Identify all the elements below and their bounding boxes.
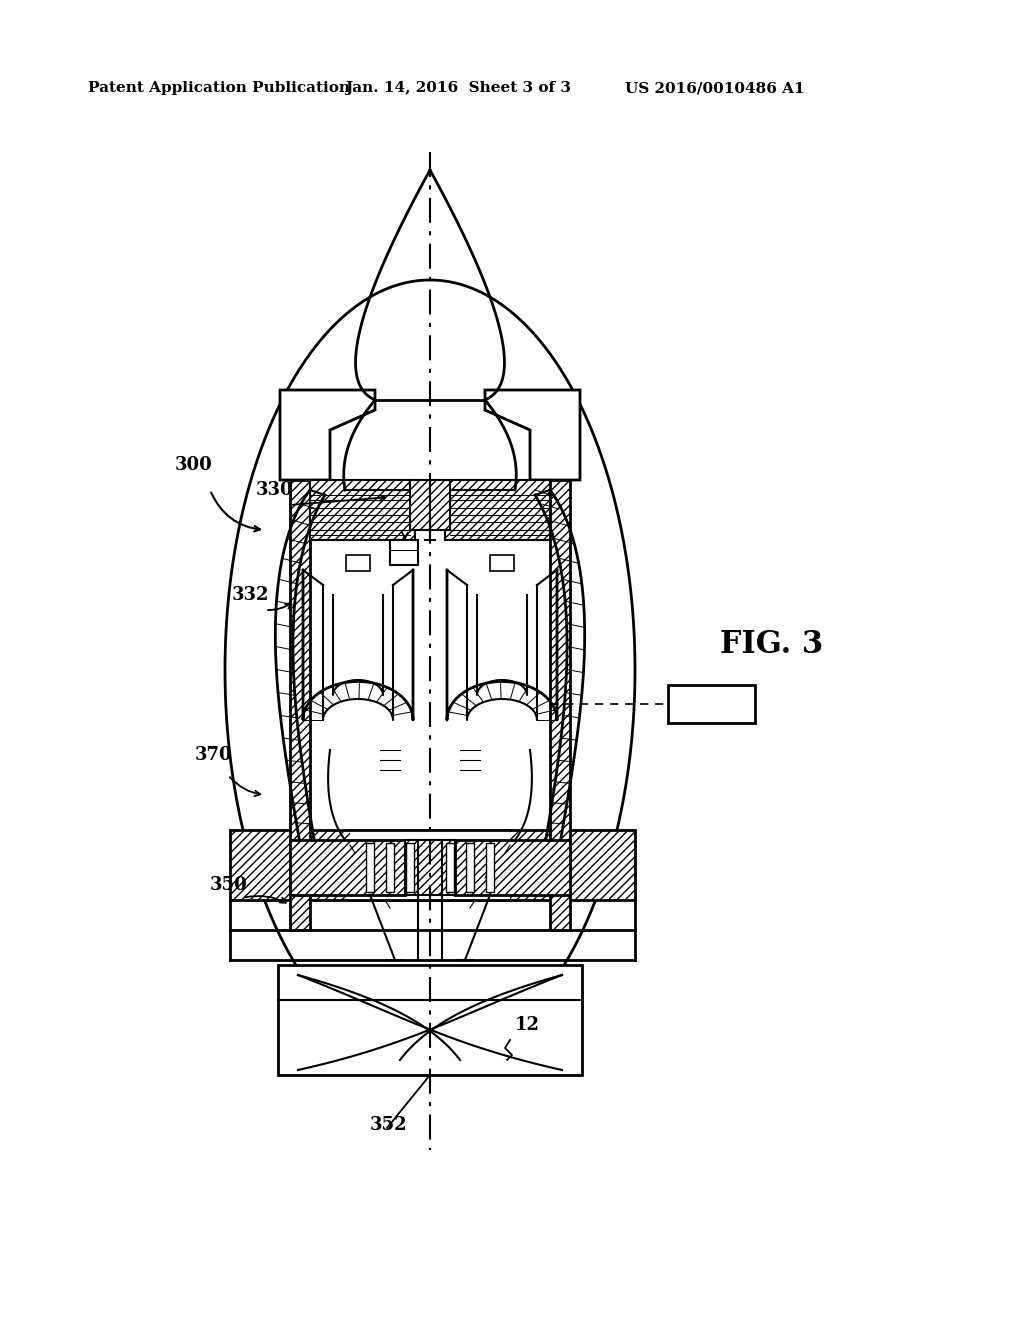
Polygon shape [485, 389, 580, 480]
Bar [466, 843, 474, 892]
Text: 300: 300 [175, 455, 213, 474]
Text: 350: 350 [210, 876, 248, 894]
Text: 352: 352 [370, 1115, 408, 1134]
Polygon shape [290, 480, 310, 931]
Polygon shape [310, 480, 415, 540]
Text: 12: 12 [515, 1016, 540, 1034]
Polygon shape [225, 280, 635, 1060]
Text: US 2016/0010486 A1: US 2016/0010486 A1 [625, 81, 805, 95]
Polygon shape [445, 480, 550, 540]
Text: 370: 370 [195, 746, 232, 764]
Bar [406, 843, 414, 892]
Text: Patent Application Publication: Patent Application Publication [88, 81, 350, 95]
Bar [386, 843, 394, 892]
Text: 330: 330 [256, 480, 294, 499]
Bar [390, 540, 418, 565]
Bar [346, 554, 370, 572]
Text: Jan. 14, 2016  Sheet 3 of 3: Jan. 14, 2016 Sheet 3 of 3 [345, 81, 571, 95]
Polygon shape [550, 480, 570, 931]
Bar [486, 843, 494, 892]
Text: FIG. 3: FIG. 3 [720, 630, 823, 660]
Text: 332: 332 [232, 586, 269, 605]
Polygon shape [290, 840, 406, 895]
Bar [366, 843, 374, 892]
Polygon shape [406, 840, 455, 895]
Bar [490, 554, 514, 572]
Polygon shape [410, 480, 450, 531]
Polygon shape [230, 830, 635, 900]
Polygon shape [280, 389, 375, 480]
Bar [446, 843, 454, 892]
Polygon shape [455, 840, 570, 895]
Polygon shape [278, 965, 582, 1074]
Bar [668, 685, 755, 723]
Bar [350, 830, 510, 900]
